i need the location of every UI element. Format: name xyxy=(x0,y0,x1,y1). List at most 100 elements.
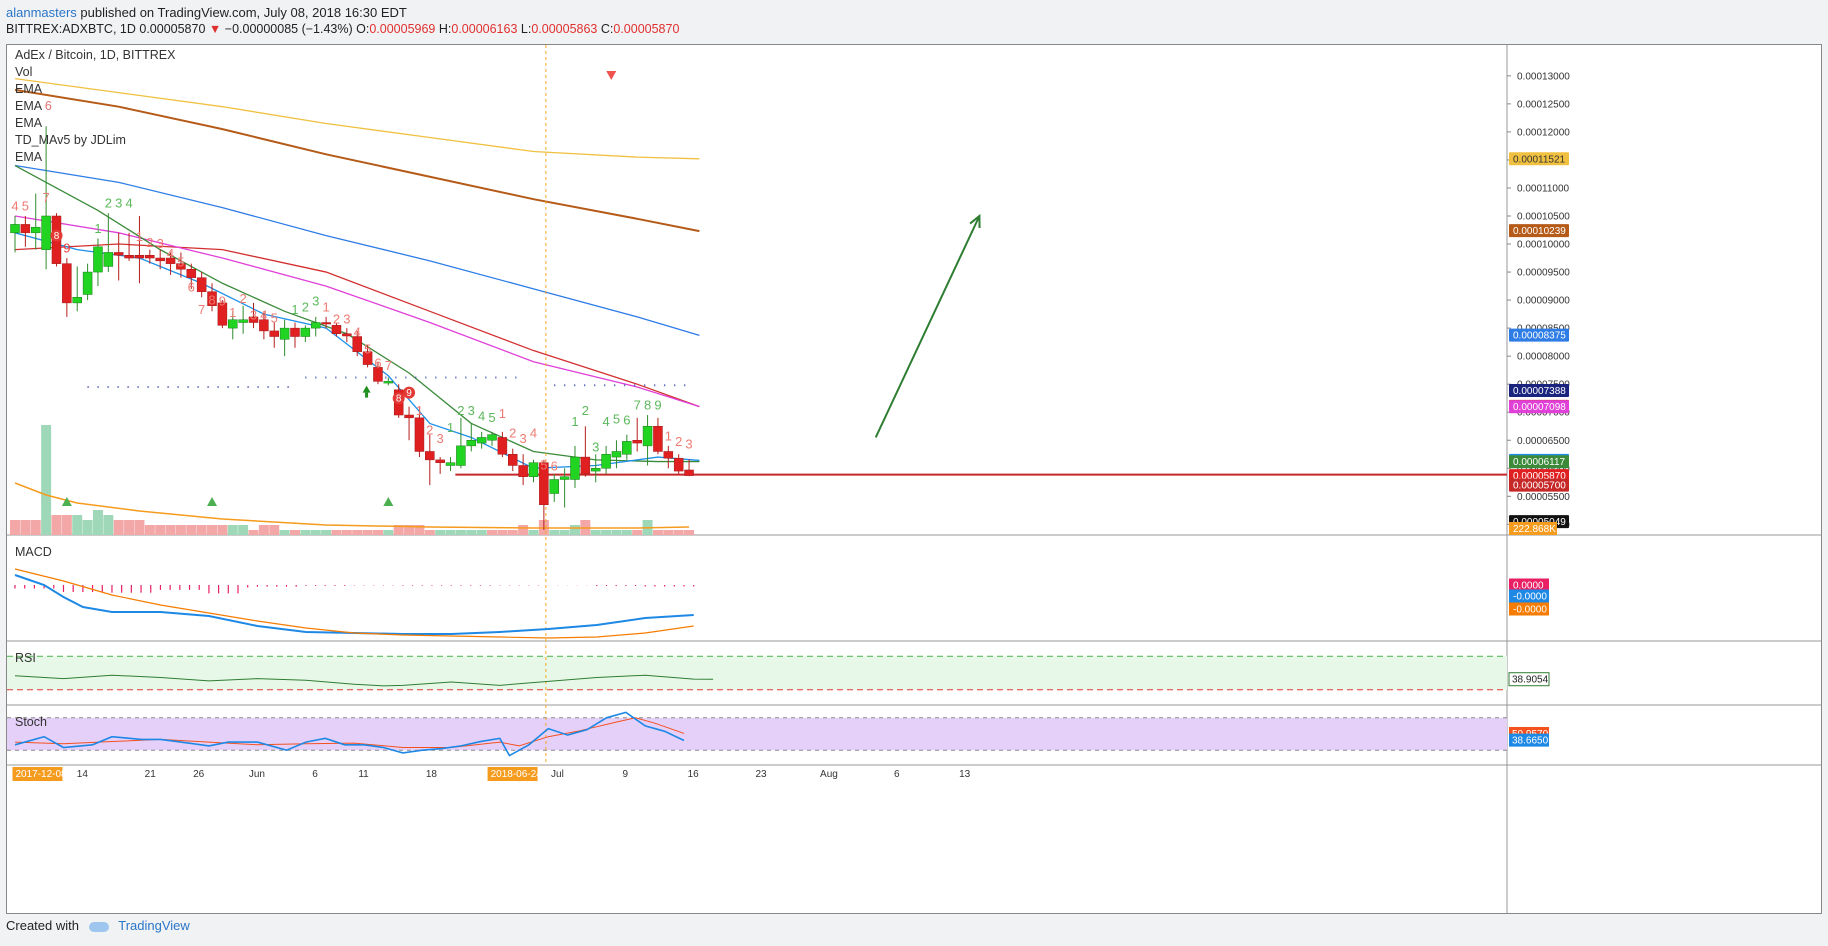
volume-bar xyxy=(507,530,518,535)
volume-bar xyxy=(673,530,684,535)
td-count-red: 3 xyxy=(520,431,527,446)
volume-bar xyxy=(207,525,218,535)
volume-bar xyxy=(663,530,674,535)
td-count-red: 2 xyxy=(426,423,433,438)
volume-bar xyxy=(487,530,498,535)
date-axis-label: 13 xyxy=(959,769,971,780)
legend-ema-3[interactable]: EMA xyxy=(15,116,43,130)
macd-tag xyxy=(1509,578,1549,592)
volume-bar xyxy=(445,530,456,535)
td-count-red: 7 xyxy=(198,302,205,317)
candle-body xyxy=(300,327,311,337)
candle-body xyxy=(373,367,383,382)
volume-bar xyxy=(41,425,52,535)
candle-body xyxy=(508,454,518,466)
rsi-tag xyxy=(1508,672,1550,687)
date-axis-label: 2018-06-24 xyxy=(491,769,543,780)
date-axis-label: Jun xyxy=(249,769,265,780)
candle-body xyxy=(113,252,124,256)
td-count-red: 2 xyxy=(509,425,516,440)
macd-line xyxy=(14,574,694,635)
volume-bar xyxy=(10,520,20,535)
td-count-red: 5 xyxy=(177,254,184,269)
volume-bar xyxy=(310,530,321,535)
ema-line-5 xyxy=(14,215,700,408)
legend-td-ma[interactable]: TD_MAv5 by JDLim xyxy=(15,133,126,147)
td-count-green: 5 xyxy=(488,410,495,425)
legend-vol[interactable]: Vol xyxy=(15,65,33,79)
stoch-pane-label[interactable]: Stoch xyxy=(15,715,47,729)
volume-bar xyxy=(124,520,135,535)
legend-ema-1[interactable]: EMA xyxy=(15,82,43,96)
candle-body xyxy=(404,414,414,419)
candle-body xyxy=(632,440,642,444)
volume-bar xyxy=(590,530,601,535)
candle-body xyxy=(321,322,331,325)
td-count-red: 4 xyxy=(530,425,537,440)
date-axis-label: 23 xyxy=(756,769,768,780)
last-price: 0.00005870 xyxy=(139,22,206,36)
candle-body xyxy=(134,254,145,259)
legend-ema-2[interactable]: EMA 6 xyxy=(15,99,52,113)
price-tick-label: 0.00012000 xyxy=(1517,127,1570,138)
candle-body xyxy=(622,441,632,455)
td-count-green: 1 xyxy=(447,420,454,435)
td-count-red: 4 xyxy=(354,325,361,340)
volume-bar xyxy=(248,530,259,535)
volume-bar xyxy=(352,530,363,535)
legend-ema-4[interactable]: EMA xyxy=(15,150,43,164)
volume-bar xyxy=(497,530,508,535)
td-count-red: 1 xyxy=(322,299,329,314)
author-link[interactable]: alanmasters xyxy=(6,5,77,20)
volume-bar xyxy=(61,515,72,535)
buy-signal-triangle xyxy=(383,497,394,506)
candle-body xyxy=(414,417,425,452)
price-tick-label: 0.00013000 xyxy=(1517,71,1570,82)
td-count-red: 6 xyxy=(374,355,381,370)
td-count-red: 1 xyxy=(665,428,672,443)
td-count-red: 3 xyxy=(685,437,692,452)
rsi-pane-label[interactable]: RSI xyxy=(15,651,36,665)
td-count-green: 2 xyxy=(457,403,464,418)
date-axis-label: 18 xyxy=(426,769,438,780)
td-count-green: 4 xyxy=(125,196,132,211)
chart-canvas[interactable]: 0.000130000.000125000.000120000.00011500… xyxy=(7,45,1821,913)
candle-body xyxy=(186,269,197,278)
date-axis-label: Jul xyxy=(551,769,564,780)
candle-body xyxy=(476,437,487,444)
up-arrow-icon-stem xyxy=(365,392,369,398)
volume-bar xyxy=(113,520,124,535)
macd-pane-label[interactable]: MACD xyxy=(15,545,52,559)
date-axis-label: 2017-12-08 xyxy=(15,769,67,780)
volume-bar xyxy=(20,520,31,535)
high-label: H: xyxy=(438,22,452,36)
close-label: C: xyxy=(600,22,614,36)
volume-bar xyxy=(435,530,446,535)
candle-body xyxy=(425,451,435,461)
stoch-tag-label: 38.6650 xyxy=(1512,736,1549,747)
up-arrow-icon xyxy=(362,385,371,393)
td-count-red: 5 xyxy=(364,341,371,356)
candle-body xyxy=(590,468,601,472)
candle-body xyxy=(155,257,165,262)
volume-bar xyxy=(103,515,114,535)
projection-arrow-head xyxy=(969,213,981,229)
date-axis-label: 26 xyxy=(193,769,205,780)
candle-body xyxy=(62,263,72,304)
volume-bar xyxy=(549,530,560,535)
volume-bar xyxy=(227,525,238,535)
volume-bar xyxy=(321,530,332,535)
tradingview-link[interactable]: TradingView xyxy=(118,918,190,933)
ema-line-1 xyxy=(14,77,700,160)
volume-bar xyxy=(476,530,487,535)
created-with-text: Created with xyxy=(6,918,79,933)
candle-body xyxy=(559,476,570,480)
date-axis-label: 14 xyxy=(77,769,89,780)
price-tag xyxy=(1509,224,1569,238)
date-axis-highlight xyxy=(12,767,63,781)
candle-body xyxy=(684,469,694,476)
chart-container[interactable]: 0.000130000.000125000.000120000.00011500… xyxy=(6,44,1822,914)
td-count-red: 7 xyxy=(42,190,49,205)
date-axis-label: 6 xyxy=(312,769,318,780)
stoch-k-line xyxy=(14,711,685,757)
